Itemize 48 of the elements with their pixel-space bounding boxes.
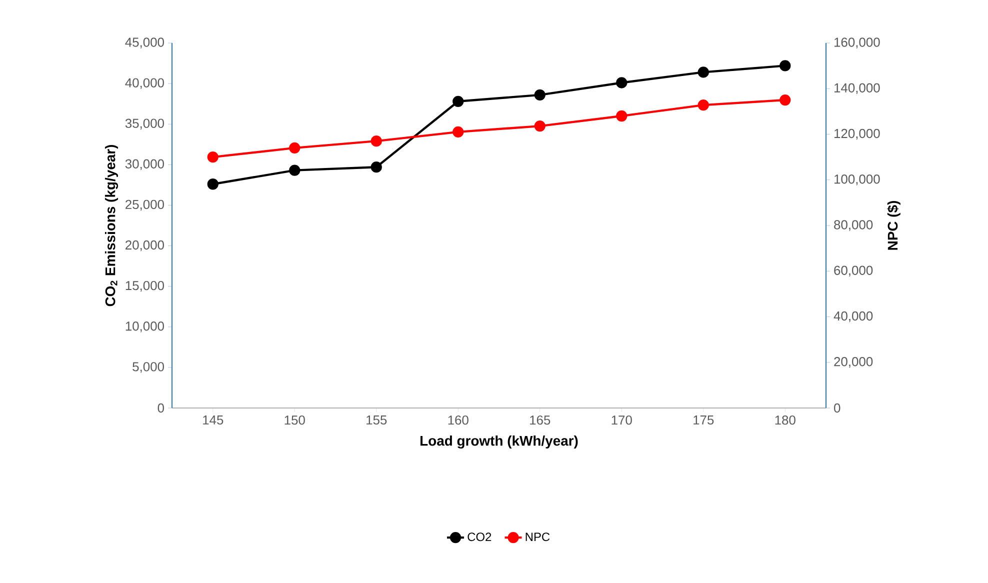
y-tick-label: 30,000	[125, 159, 164, 170]
legend-label: NPC	[526, 532, 550, 542]
point	[698, 99, 709, 111]
y2-tick-label: 160,000	[834, 38, 880, 48]
y2-tick-label: 80,000	[834, 220, 873, 231]
x-axis-title: Load growth (kWh/year)	[420, 435, 578, 449]
y2-tick-label: 60,000	[834, 266, 873, 276]
point	[370, 162, 382, 173]
y-tick-label: 25,000	[126, 200, 164, 211]
y-tick-label: 35,000	[125, 118, 164, 130]
point	[780, 94, 791, 106]
x-tick-label: 160	[448, 416, 468, 425]
y2-tick-label: 0	[834, 403, 840, 413]
point	[289, 164, 300, 176]
y-tick-label: 10,000	[126, 322, 164, 332]
point	[370, 136, 382, 147]
y-tick-label: 45,000	[125, 38, 164, 48]
point	[452, 96, 464, 107]
y2-axis-title: NPC ($)	[887, 201, 900, 250]
x-tick-label: 145	[203, 416, 224, 425]
point	[780, 60, 791, 72]
legend-label: CO2	[468, 532, 492, 542]
y-axis-title: CO$_{2}$ Emissions (kg/year)	[104, 144, 118, 306]
x-tick-label: 155	[366, 416, 387, 425]
y-tick-label: 15,000	[126, 280, 164, 292]
y-tick-label: 40,000	[125, 78, 164, 89]
point	[207, 178, 218, 190]
x-tick-label: 180	[775, 416, 796, 425]
point	[534, 89, 546, 100]
x-tick-label: 170	[612, 416, 632, 425]
point	[616, 77, 628, 88]
y-tick-label: 0	[158, 403, 164, 413]
x-tick-label: 165	[530, 416, 550, 425]
point	[616, 110, 628, 122]
point	[289, 142, 300, 154]
y-tick-label: 20,000	[126, 240, 164, 252]
y2-tick-label: 100,000	[834, 174, 880, 186]
y2-tick-label: 20,000	[834, 357, 873, 368]
y2-tick-label: 140,000	[834, 83, 880, 94]
point	[698, 66, 709, 78]
y2-tick-label: 120,000	[834, 128, 880, 140]
y2-tick-label: 40,000	[834, 311, 873, 322]
point	[207, 151, 218, 163]
point	[452, 126, 464, 138]
y-tick-label: 5,000	[132, 362, 164, 373]
x-tick-label: 150	[284, 416, 305, 425]
point	[534, 120, 546, 132]
x-tick-label: 175	[694, 416, 714, 425]
